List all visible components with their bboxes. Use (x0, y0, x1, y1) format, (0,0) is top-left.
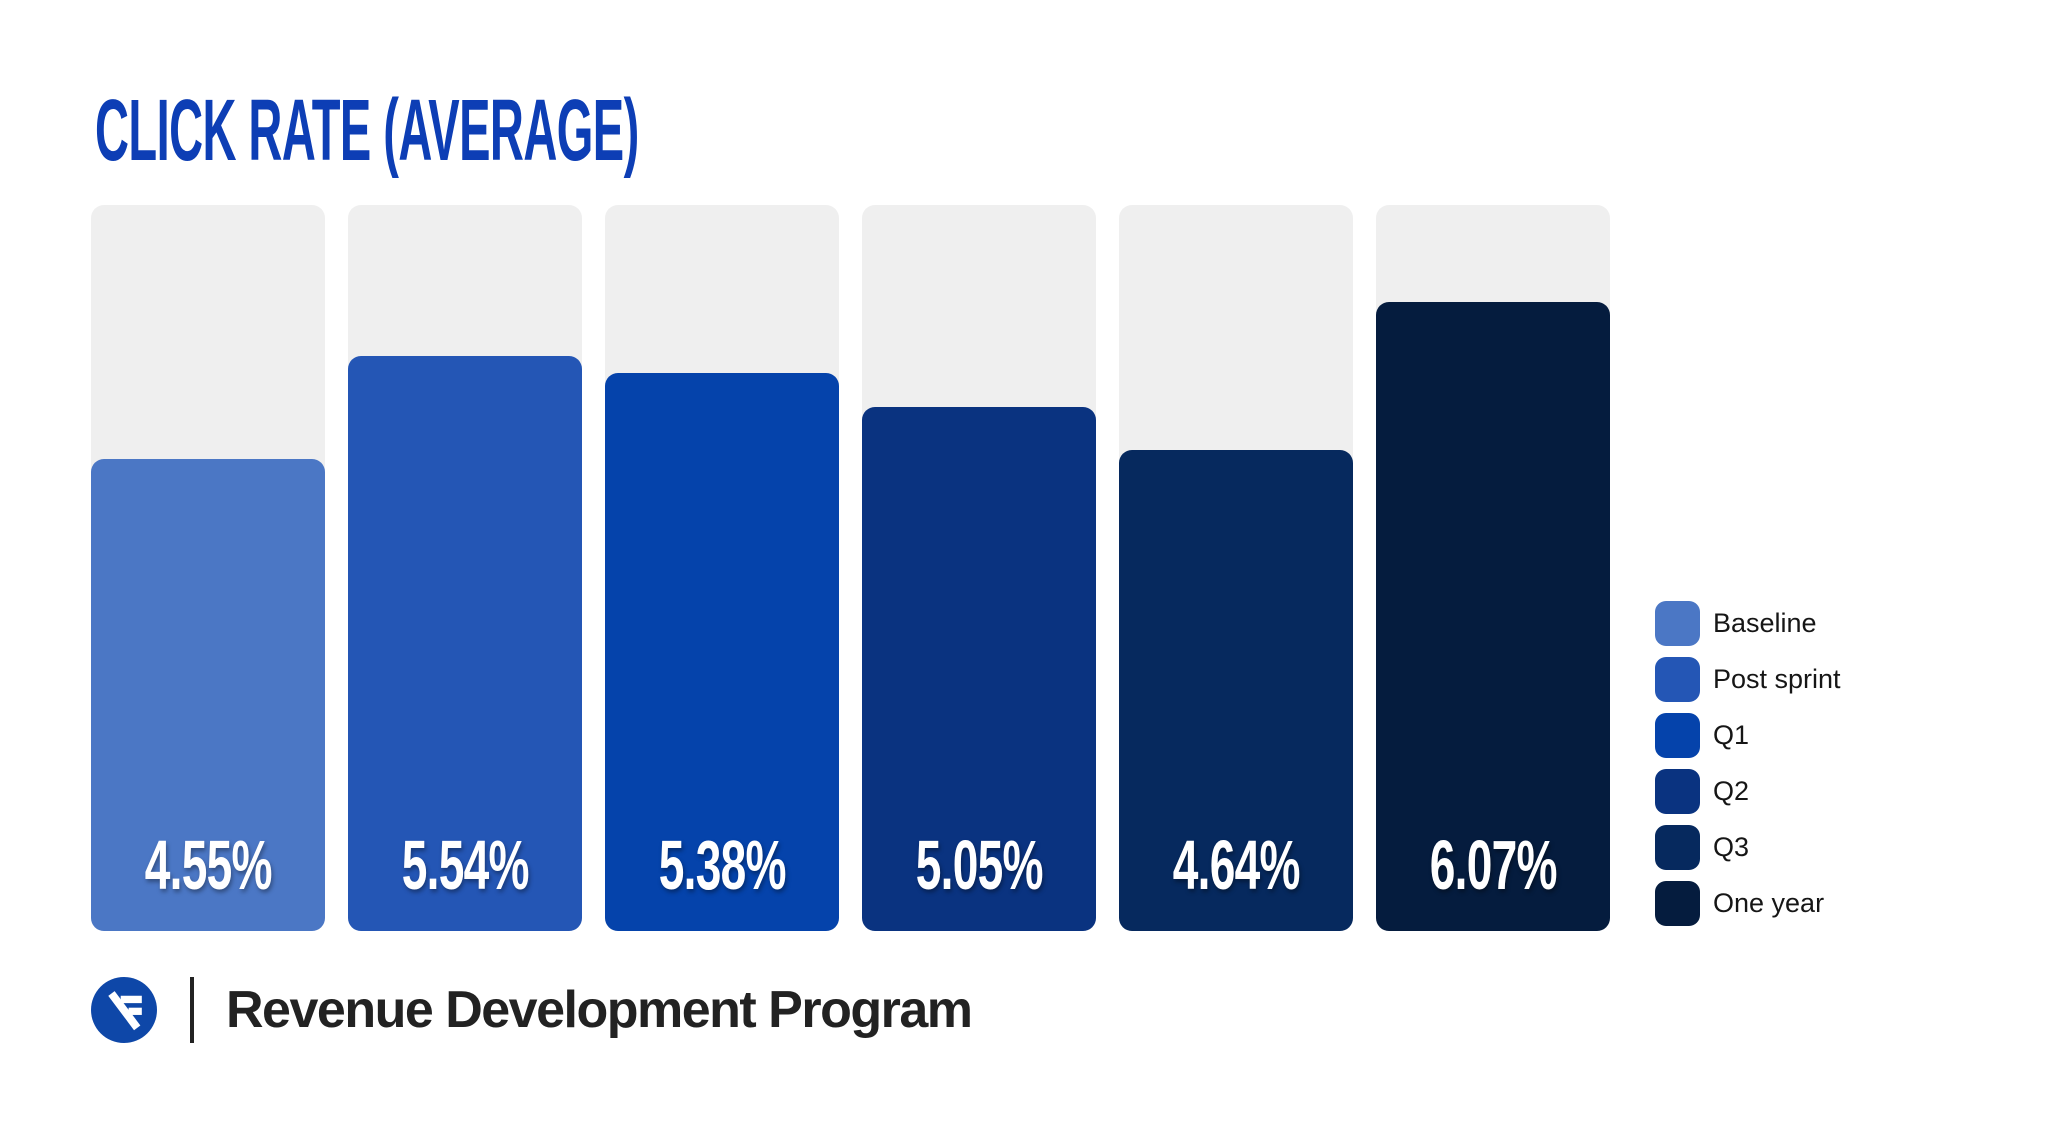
legend-swatch (1655, 881, 1700, 926)
chart-legend: Baseline Post sprint Q1 Q2 Q3 One year (1655, 601, 1841, 926)
legend-item: Q3 (1655, 825, 1841, 870)
bar-value-label: 5.38% (658, 826, 786, 904)
bar: 4.64% (1119, 449, 1353, 931)
bar-track: 5.05% (862, 205, 1096, 931)
legend-swatch (1655, 657, 1700, 702)
bar-track: 4.64% (1119, 205, 1353, 931)
n-stripes-logo-icon (91, 977, 157, 1043)
legend-label: Q3 (1713, 832, 1750, 862)
chart-title: CLICK RATE (AVERAGE) (95, 80, 639, 179)
legend-item: Q1 (1655, 713, 1841, 758)
legend-label: One year (1713, 888, 1825, 918)
bar-value-label: 6.07% (1429, 826, 1557, 904)
footer: Revenue Development Program (91, 976, 973, 1044)
legend-swatch (1655, 601, 1700, 646)
legend-swatch (1655, 769, 1700, 814)
bar: 4.55% (91, 459, 325, 931)
bar-track: 6.07% (1376, 205, 1610, 931)
legend-swatch (1655, 825, 1700, 870)
footer-divider (190, 977, 194, 1043)
bar-value-label: 5.54% (401, 826, 529, 904)
bar-track: 5.54% (348, 205, 582, 931)
bar: 5.05% (862, 407, 1096, 931)
bar-chart: 4.55% 5.54% 5.38% 5.05% 4.64% 6.07% (91, 205, 1610, 931)
legend-label: Baseline (1713, 608, 1817, 638)
legend-item: Baseline (1655, 601, 1841, 646)
bar: 5.38% (605, 373, 839, 931)
legend-item: One year (1655, 881, 1841, 926)
legend-label: Post sprint (1713, 664, 1841, 694)
legend-swatch (1655, 713, 1700, 758)
bar-value-label: 5.05% (915, 826, 1043, 904)
bar: 6.07% (1376, 301, 1610, 931)
bar-value-label: 4.64% (1172, 826, 1300, 904)
legend-label: Q1 (1713, 720, 1750, 750)
bar-value-label: 4.55% (144, 826, 272, 904)
legend-label: Q2 (1713, 776, 1750, 806)
bar-track: 4.55% (91, 205, 325, 931)
program-name: Revenue Development Program (226, 981, 973, 1039)
legend-item: Post sprint (1655, 657, 1841, 702)
bar-track: 5.38% (605, 205, 839, 931)
bar: 5.54% (348, 356, 582, 931)
legend-item: Q2 (1655, 769, 1841, 814)
